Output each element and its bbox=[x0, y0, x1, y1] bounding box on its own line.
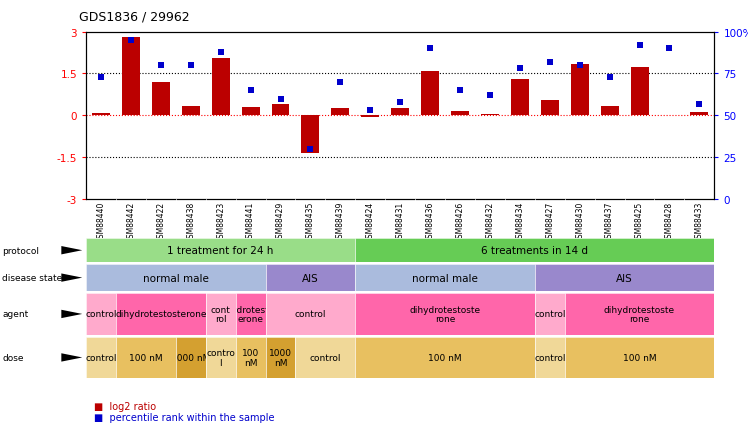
Text: 100 nM: 100 nM bbox=[129, 353, 162, 362]
Polygon shape bbox=[61, 247, 82, 255]
Bar bbox=[122, 38, 140, 116]
Bar bbox=[421, 72, 439, 116]
Bar bbox=[541, 101, 559, 116]
Text: GSM88440: GSM88440 bbox=[96, 201, 105, 243]
Text: control: control bbox=[310, 353, 341, 362]
Text: GSM88442: GSM88442 bbox=[126, 201, 135, 243]
Text: GSM88429: GSM88429 bbox=[276, 201, 285, 243]
Text: dihydrotestosterone: dihydrotestosterone bbox=[115, 310, 206, 319]
Text: ■  log2 ratio: ■ log2 ratio bbox=[94, 401, 156, 411]
Point bbox=[484, 92, 496, 99]
Text: control: control bbox=[85, 310, 117, 319]
Point bbox=[155, 62, 167, 69]
Text: GSM88426: GSM88426 bbox=[456, 201, 465, 243]
Point bbox=[215, 49, 227, 56]
Text: dihydrotestoste
rone: dihydrotestoste rone bbox=[604, 305, 675, 323]
Bar bbox=[272, 105, 289, 116]
Point bbox=[604, 74, 616, 81]
Text: dose: dose bbox=[2, 353, 24, 362]
Point bbox=[185, 62, 197, 69]
Text: GSM88428: GSM88428 bbox=[665, 201, 674, 243]
Bar bbox=[331, 109, 349, 116]
Text: AIS: AIS bbox=[302, 273, 319, 283]
Text: protocol: protocol bbox=[2, 246, 39, 255]
Point bbox=[364, 108, 376, 115]
Point bbox=[663, 46, 675, 53]
Text: control: control bbox=[534, 310, 565, 319]
Text: agent: agent bbox=[2, 310, 28, 319]
Text: GSM88435: GSM88435 bbox=[306, 201, 315, 243]
Text: GSM88432: GSM88432 bbox=[485, 201, 494, 243]
Point bbox=[544, 59, 556, 66]
Point bbox=[634, 43, 646, 49]
Text: 100
nM: 100 nM bbox=[242, 349, 260, 367]
Text: GSM88437: GSM88437 bbox=[605, 201, 614, 243]
Text: normal male: normal male bbox=[412, 273, 478, 283]
Point bbox=[454, 88, 466, 95]
Bar bbox=[152, 82, 170, 116]
Text: 100 nM: 100 nM bbox=[623, 353, 656, 362]
Text: 6 treatments in 14 d: 6 treatments in 14 d bbox=[481, 246, 589, 256]
Text: GSM88438: GSM88438 bbox=[186, 201, 195, 243]
Text: GSM88431: GSM88431 bbox=[396, 201, 405, 243]
Bar bbox=[631, 67, 649, 116]
Text: AIS: AIS bbox=[616, 273, 633, 283]
Point bbox=[693, 101, 705, 108]
Bar bbox=[391, 109, 409, 116]
Point bbox=[245, 88, 257, 95]
Bar bbox=[601, 106, 619, 116]
Polygon shape bbox=[61, 274, 82, 282]
Polygon shape bbox=[61, 310, 82, 319]
Text: GSM88423: GSM88423 bbox=[216, 201, 225, 243]
Point bbox=[394, 99, 406, 106]
Text: cont
rol: cont rol bbox=[211, 305, 230, 323]
Text: GSM88424: GSM88424 bbox=[366, 201, 375, 243]
Text: GSM88436: GSM88436 bbox=[426, 201, 435, 243]
Text: 1 treatment for 24 h: 1 treatment for 24 h bbox=[168, 246, 274, 256]
Text: GSM88441: GSM88441 bbox=[246, 201, 255, 243]
Text: control: control bbox=[85, 353, 117, 362]
Point bbox=[304, 146, 316, 153]
Text: 1000
nM: 1000 nM bbox=[269, 349, 292, 367]
Bar bbox=[361, 116, 379, 118]
Bar bbox=[690, 113, 708, 116]
Bar bbox=[182, 106, 200, 116]
Text: GSM88425: GSM88425 bbox=[635, 201, 644, 243]
Polygon shape bbox=[61, 353, 82, 362]
Text: GSM88439: GSM88439 bbox=[336, 201, 345, 243]
Text: dihydrotestost
erone: dihydrotestost erone bbox=[218, 305, 283, 323]
Bar bbox=[660, 115, 678, 116]
Bar bbox=[92, 113, 110, 116]
Text: 100 nM: 100 nM bbox=[429, 353, 462, 362]
Text: GSM88434: GSM88434 bbox=[515, 201, 524, 243]
Text: normal male: normal male bbox=[143, 273, 209, 283]
Text: control: control bbox=[534, 353, 565, 362]
Text: ■  percentile rank within the sample: ■ percentile rank within the sample bbox=[94, 413, 274, 422]
Point bbox=[424, 46, 436, 53]
Text: dihydrotestoste
rone: dihydrotestoste rone bbox=[409, 305, 481, 323]
Point bbox=[275, 96, 286, 103]
Point bbox=[95, 74, 107, 81]
Bar bbox=[451, 112, 469, 116]
Text: GDS1836 / 29962: GDS1836 / 29962 bbox=[79, 11, 189, 24]
Text: GSM88433: GSM88433 bbox=[695, 201, 704, 243]
Bar bbox=[571, 65, 589, 116]
Text: GSM88430: GSM88430 bbox=[575, 201, 584, 243]
Text: GSM88422: GSM88422 bbox=[156, 201, 165, 243]
Point bbox=[334, 79, 346, 86]
Text: GSM88427: GSM88427 bbox=[545, 201, 554, 243]
Bar bbox=[212, 59, 230, 116]
Bar bbox=[242, 108, 260, 116]
Bar bbox=[481, 115, 499, 116]
Text: contro
l: contro l bbox=[206, 349, 235, 367]
Point bbox=[125, 37, 137, 44]
Text: 1000 nM: 1000 nM bbox=[171, 353, 210, 362]
Point bbox=[514, 66, 526, 73]
Text: control: control bbox=[295, 310, 326, 319]
Bar bbox=[301, 116, 319, 154]
Text: disease state: disease state bbox=[2, 273, 63, 283]
Point bbox=[574, 62, 586, 69]
Bar bbox=[511, 80, 529, 116]
